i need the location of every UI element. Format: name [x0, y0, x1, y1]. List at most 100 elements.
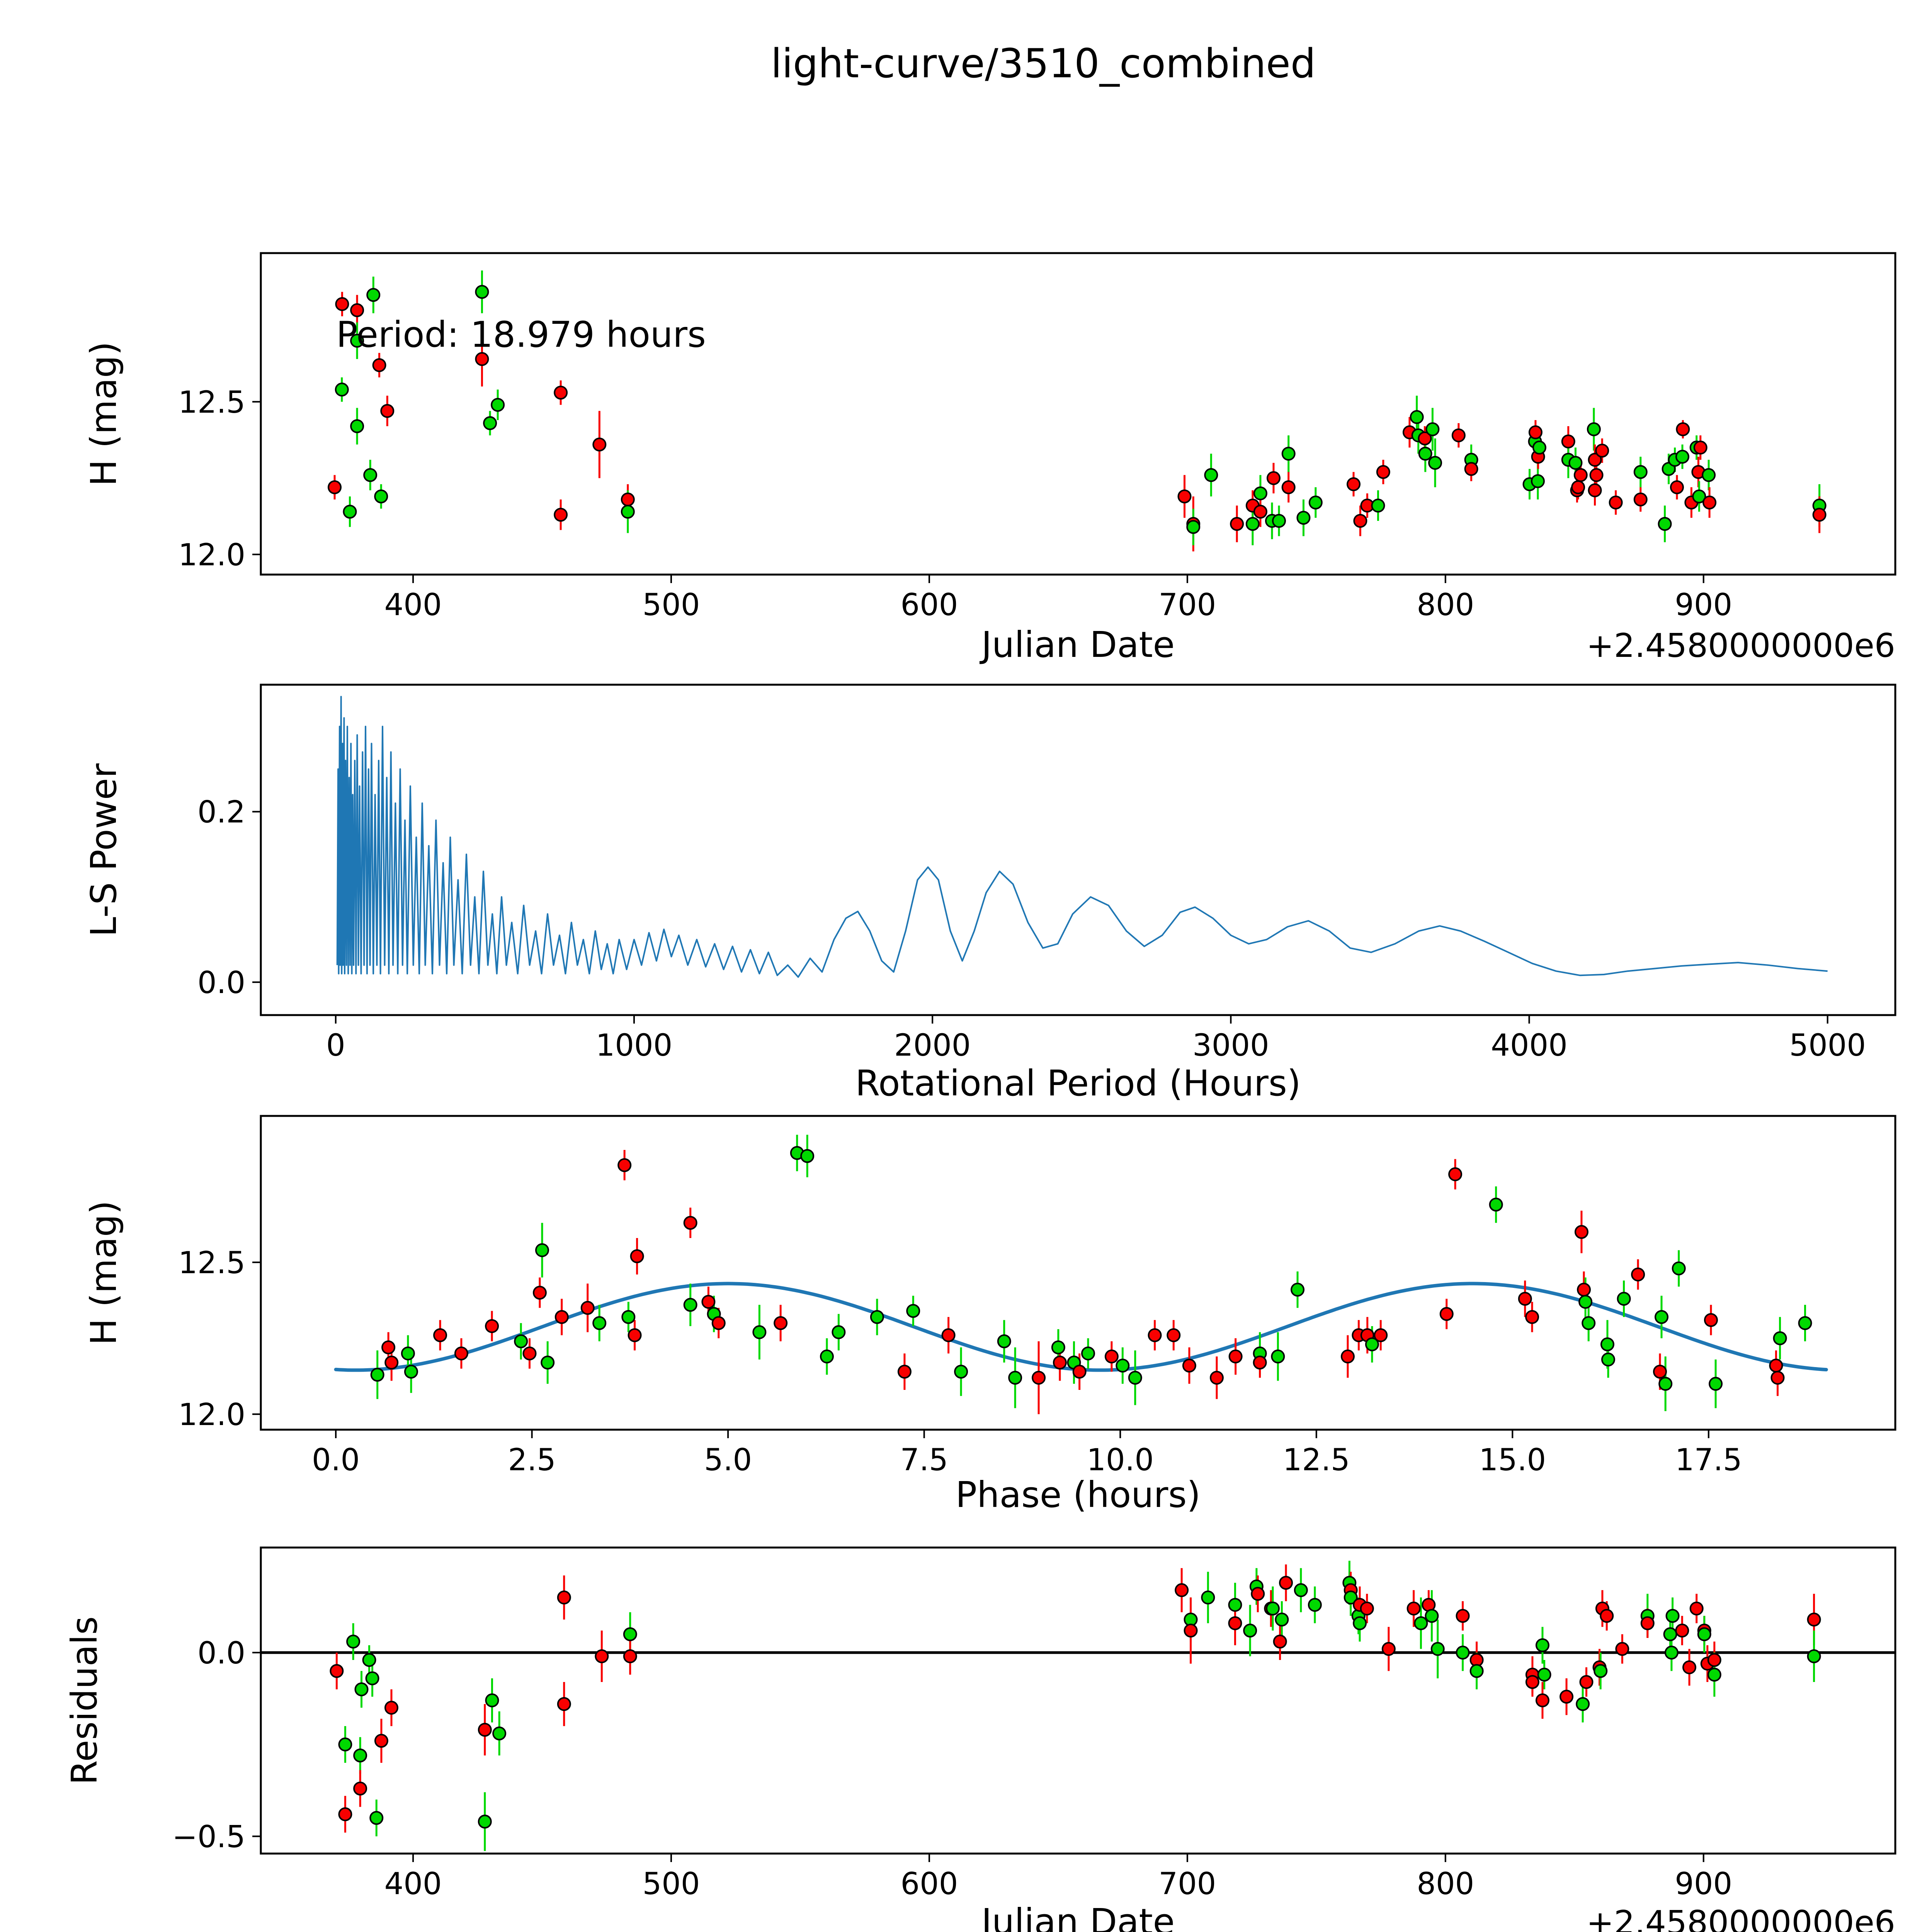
data-point — [1525, 1675, 1539, 1689]
data-point — [1631, 1267, 1645, 1282]
y-tick-label: −0.5 — [172, 1820, 245, 1854]
data-point — [1633, 465, 1648, 479]
data-point — [1689, 1601, 1704, 1616]
data-point — [1281, 480, 1296, 495]
data-point — [401, 1346, 415, 1361]
data-point — [485, 1319, 499, 1333]
periodogram-ylabel: L-S Power — [83, 764, 124, 937]
x-tick-label: 10.0 — [1087, 1443, 1154, 1478]
data-point — [1489, 1197, 1503, 1212]
y-tick-label: 12.5 — [178, 1246, 245, 1281]
data-point — [1525, 1310, 1539, 1324]
data-point — [595, 1649, 609, 1663]
data-point — [1209, 1371, 1224, 1385]
data-point — [1578, 1295, 1593, 1309]
x-tick-label: 800 — [1417, 588, 1474, 622]
data-point — [1617, 1292, 1631, 1306]
data-point — [1266, 471, 1281, 485]
data-point — [485, 1693, 499, 1708]
phase-plot-xlabel: Phase (hours) — [956, 1474, 1201, 1515]
data-point — [1347, 477, 1361, 492]
data-point — [1653, 1364, 1667, 1379]
data-point — [1579, 1675, 1594, 1689]
data-point — [1186, 520, 1201, 534]
data-point — [800, 1149, 815, 1163]
data-point — [1243, 1623, 1257, 1638]
data-point — [554, 508, 568, 522]
data-point — [1353, 1616, 1367, 1630]
data-point — [906, 1304, 920, 1318]
data-point — [338, 1807, 352, 1821]
data-point — [1571, 480, 1585, 495]
figure-title: light-curve/3510_combined — [771, 41, 1316, 87]
x-tick-label: 500 — [643, 588, 700, 622]
data-point — [1053, 1355, 1067, 1370]
data-point — [454, 1346, 468, 1361]
residuals-xlabel: Julian Date — [980, 1901, 1175, 1932]
data-point — [1414, 1616, 1428, 1630]
data-point — [338, 1737, 352, 1752]
data-point — [683, 1216, 697, 1230]
data-point — [1296, 511, 1311, 525]
data-point — [1663, 1627, 1677, 1641]
data-point — [1308, 1598, 1322, 1612]
data-point — [380, 404, 395, 418]
data-point — [1376, 465, 1390, 479]
data-point — [404, 1364, 418, 1379]
data-point — [1128, 1371, 1142, 1385]
data-point — [621, 505, 635, 519]
x-tick-label: 700 — [1158, 588, 1216, 622]
data-point — [1184, 1623, 1198, 1638]
x-tick-label: 400 — [384, 588, 442, 622]
data-point — [1116, 1359, 1130, 1373]
data-point — [1807, 1649, 1821, 1663]
x-tick-label: 1000 — [596, 1028, 673, 1063]
x-tick-label: 700 — [1158, 1867, 1216, 1901]
jd-plot-ylabel: H (mag) — [83, 342, 124, 486]
data-point — [1167, 1328, 1181, 1342]
data-point — [350, 419, 364, 433]
data-point — [1537, 1667, 1551, 1682]
x-tick-label: 3000 — [1192, 1028, 1269, 1063]
data-point — [535, 1243, 549, 1257]
data-point — [335, 297, 349, 311]
data-point — [897, 1364, 912, 1379]
data-point — [1353, 514, 1367, 528]
data-point — [1640, 1616, 1655, 1630]
data-point — [1702, 468, 1716, 482]
data-point — [1148, 1328, 1162, 1342]
data-point — [343, 505, 357, 519]
data-point — [701, 1295, 716, 1309]
data-point — [353, 1781, 367, 1796]
x-tick-label: 400 — [384, 1867, 442, 1901]
y-tick-label: 12.0 — [178, 538, 245, 573]
data-point — [1532, 440, 1546, 455]
data-point — [1587, 422, 1601, 436]
data-point — [353, 1748, 367, 1763]
y-tick-label: 0.0 — [197, 1636, 245, 1671]
x-tick-label: 0.0 — [312, 1443, 360, 1478]
data-point — [1582, 1316, 1596, 1330]
data-point — [1798, 1316, 1812, 1330]
data-point — [1456, 1645, 1470, 1660]
data-point — [1707, 1667, 1721, 1682]
data-point — [532, 1286, 547, 1300]
data-point — [365, 1671, 379, 1685]
periodogram-plot: 0 1000 2000 3000 4000 5000 0.0 0.2 — [197, 684, 1896, 1063]
data-point — [1104, 1349, 1119, 1364]
data-point — [1535, 1693, 1549, 1708]
data-point — [1365, 1337, 1379, 1352]
x-tick-label: 900 — [1675, 1867, 1732, 1901]
data-point — [374, 1734, 388, 1748]
data-point — [1573, 468, 1588, 482]
data-point — [475, 285, 489, 299]
data-point — [1279, 1576, 1293, 1590]
data-point — [1665, 1609, 1680, 1623]
data-point — [1594, 1664, 1608, 1678]
data-point — [1425, 1609, 1439, 1623]
data-point — [1344, 1590, 1358, 1605]
x-tick-label: 5000 — [1789, 1028, 1866, 1063]
data-point — [374, 489, 388, 503]
data-point — [1577, 1282, 1591, 1297]
data-point — [592, 1316, 607, 1330]
